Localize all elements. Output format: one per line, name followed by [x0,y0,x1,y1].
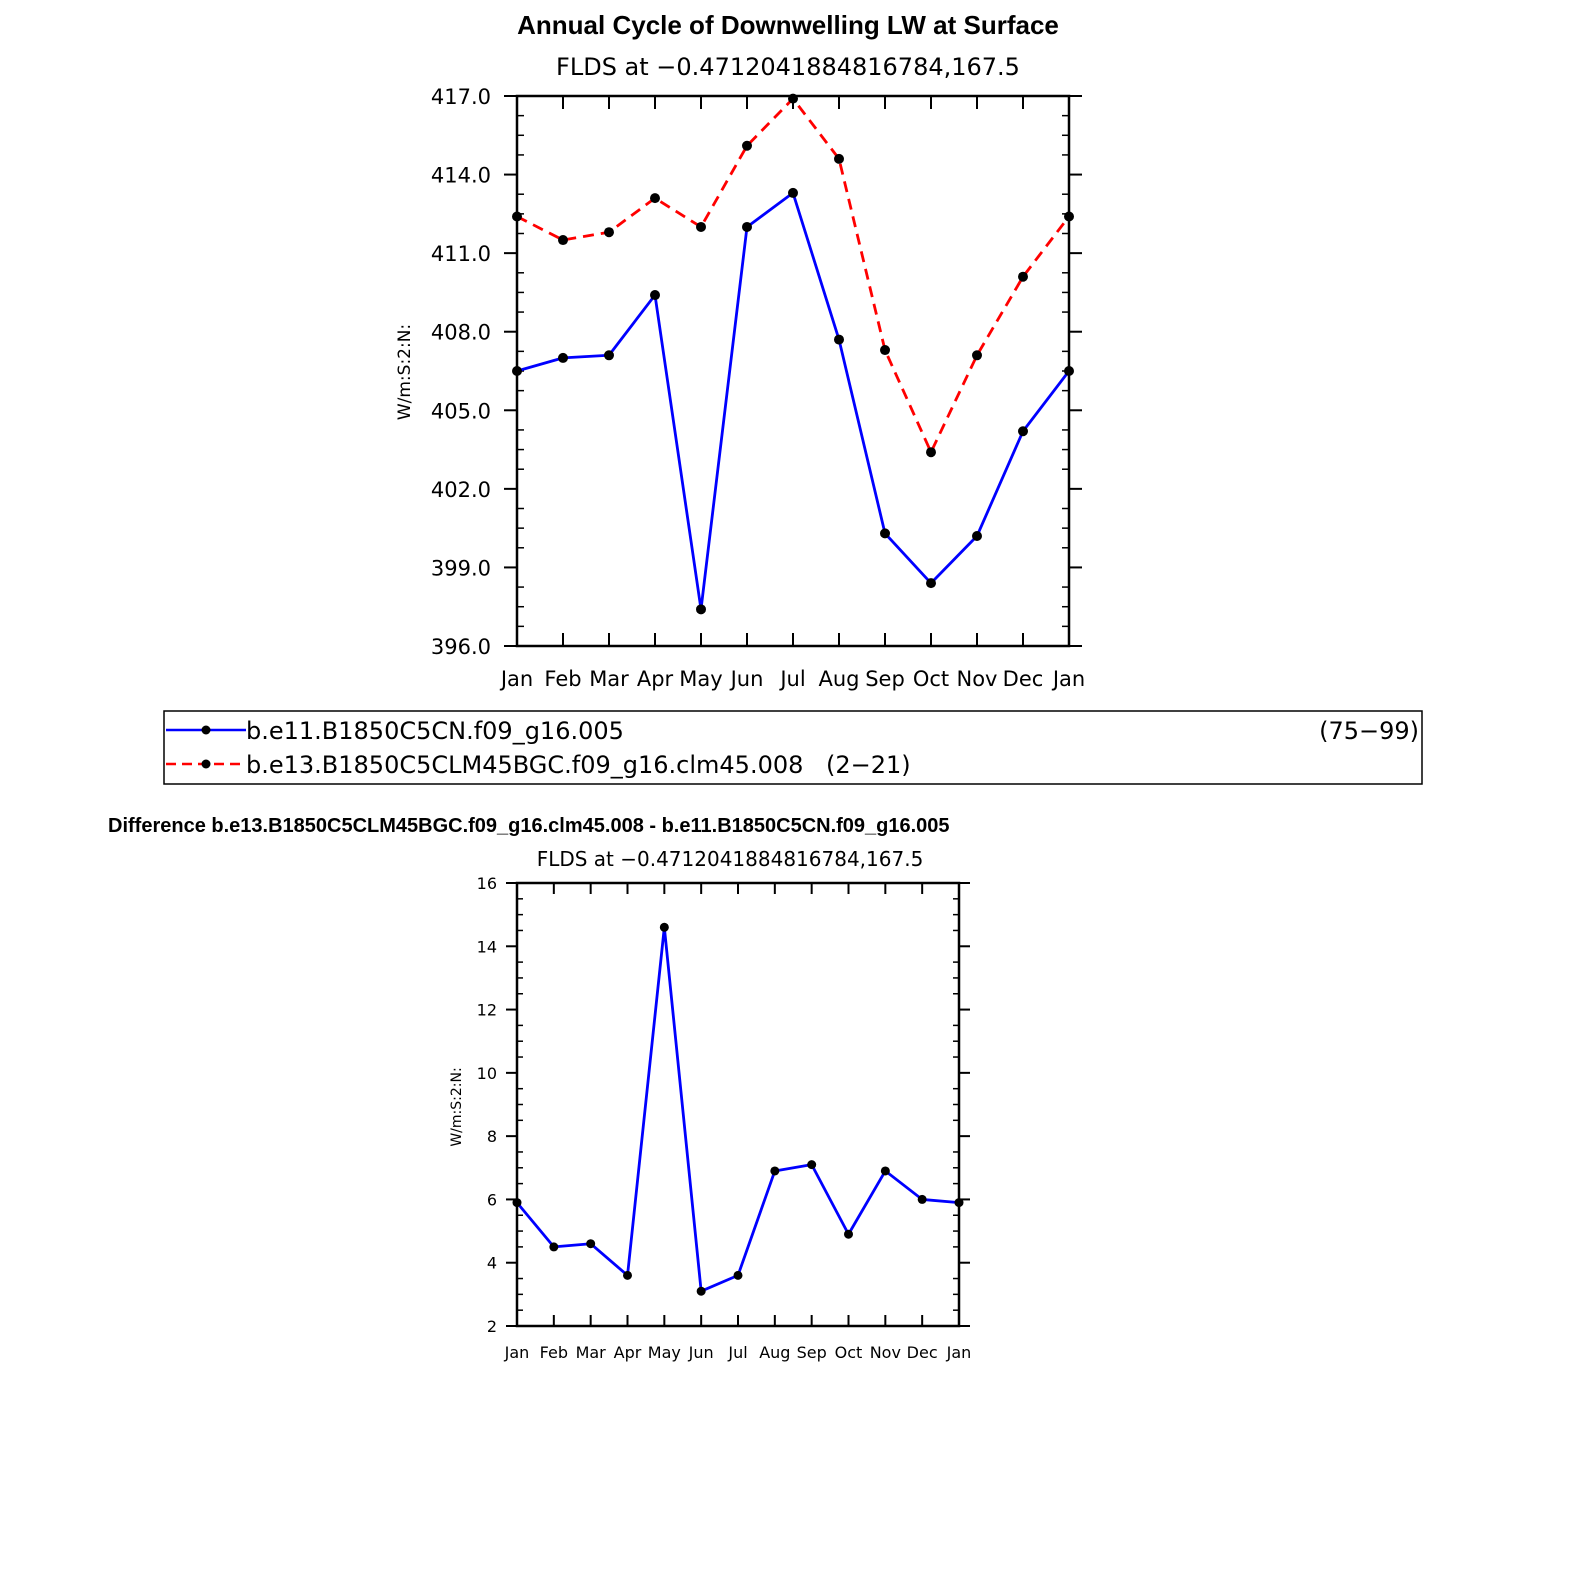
x-tick-label: Jun [688,1343,714,1362]
data-point [650,193,660,204]
legend-years-series-2: (2−21) [826,751,911,779]
x-tick-label: Jun [729,667,764,691]
data-point [917,1194,927,1204]
data-point [733,1270,743,1280]
data-point [880,1166,890,1176]
y-tick-label: 399.0 [431,556,491,580]
data-point [650,290,660,301]
x-tick-label: Nov [957,667,998,691]
legend-marker-series-1 [201,725,211,735]
series-line-1 [515,925,960,1293]
data-point [926,578,936,589]
x-tick-label: Dec [907,1343,938,1362]
chart1-subtitle: FLDS at −0.4712041884816784,167.5 [556,53,1020,81]
y-tick-label: 414.0 [431,164,491,188]
data-point [844,1229,853,1239]
x-tick-label: Sep [797,1343,827,1362]
chart2-title: Difference b.e13.B1850C5CLM45BGC.f09_g16… [108,815,950,837]
y-tick-label: 2 [487,1317,497,1336]
x-tick-label: May [679,667,722,691]
data-point [926,447,936,458]
data-point [586,1239,596,1249]
x-tick-label: Oct [913,667,949,691]
x-tick-label: Mar [576,1343,607,1362]
chart1-plot-frame [515,94,1071,648]
data-point [770,1166,780,1176]
chart1-y-axis-label: W/m:S:2:N: [395,324,415,420]
data-point [880,345,890,356]
legend-box [163,710,1423,785]
chart2-subtitle: FLDS at −0.4712041884816784,167.5 [537,847,924,871]
data-point [558,235,568,246]
data-point [696,604,706,615]
data-point [549,1242,559,1252]
legend: b.e11.B1850C5CN.f09_g16.005 (75−99) b.e1… [163,710,1423,785]
x-tick-label: Jan [946,1343,972,1362]
legend-label-series-1: b.e11.B1850C5CN.f09_g16.005 [246,717,624,745]
difference-chart: Difference b.e13.B1850C5CLM45BGC.f09_g16… [108,815,971,1362]
data-point [880,528,890,539]
legend-label-series-2: b.e13.B1850C5CLM45BGC.f09_g16.clm45.008 [246,751,803,779]
x-tick-label: Sep [865,667,905,691]
y-tick-label: 396.0 [431,635,491,659]
x-tick-label: Apr [614,1343,642,1362]
x-tick-label: Mar [589,667,629,691]
series-line-2 [516,97,1071,454]
data-point [807,1160,817,1170]
data-point [1018,426,1028,437]
x-tick-label: Oct [835,1343,863,1362]
y-tick-label: 411.0 [431,242,491,266]
x-tick-label: Nov [870,1343,901,1362]
legend-years-series-1: (75−99) [1319,717,1419,745]
data-point [604,227,614,238]
x-tick-label: Jul [778,667,805,691]
data-point [604,350,614,361]
x-tick-label: Jul [727,1343,747,1362]
data-point [742,140,752,151]
x-tick-label: Jan [499,667,533,691]
x-tick-label: Dec [1003,667,1044,691]
y-tick-label: 14 [477,937,497,956]
x-tick-label: May [648,1343,681,1362]
legend-entry-series-2: b.e13.B1850C5CLM45BGC.f09_g16.clm45.008 … [166,751,911,779]
x-tick-label: Aug [818,667,859,691]
data-point [558,352,568,363]
data-point [696,221,706,232]
series-line-1 [516,191,1071,611]
y-tick-label: 417.0 [431,85,491,109]
chart2-plot-frame [515,881,961,1328]
data-point [1018,271,1028,282]
data-point [972,531,982,541]
data-point [834,153,844,164]
y-tick-label: 4 [487,1254,497,1273]
x-tick-label: Jan [504,1343,530,1362]
chart1-title: Annual Cycle of Downwelling LW at Surfac… [517,10,1059,40]
legend-marker-series-2 [201,759,211,769]
x-tick-label: Jan [1051,667,1085,691]
data-point [972,350,982,361]
data-point [834,334,844,345]
y-tick-label: 405.0 [431,399,491,423]
y-tick-label: 8 [487,1127,497,1146]
y-tick-label: 12 [477,1001,497,1020]
legend-entry-series-1: b.e11.B1850C5CN.f09_g16.005 (75−99) [166,717,1419,745]
x-tick-label: Aug [759,1343,790,1362]
x-tick-label: Apr [637,667,674,691]
annual-cycle-chart: Annual Cycle of Downwelling LW at Surfac… [395,10,1085,691]
data-point [623,1270,632,1280]
y-tick-label: 10 [477,1064,497,1083]
data-point [696,1286,706,1296]
y-tick-label: 402.0 [431,478,491,502]
chart2-y-axis-label: W/m:S:2:N: [449,1067,465,1146]
y-tick-label: 408.0 [431,321,491,345]
x-tick-label: Feb [540,1343,568,1362]
data-point [659,922,669,932]
data-point [742,221,752,232]
x-tick-label: Feb [544,667,581,691]
y-tick-label: 6 [487,1190,497,1209]
y-tick-label: 16 [477,874,497,893]
data-point [788,187,798,198]
